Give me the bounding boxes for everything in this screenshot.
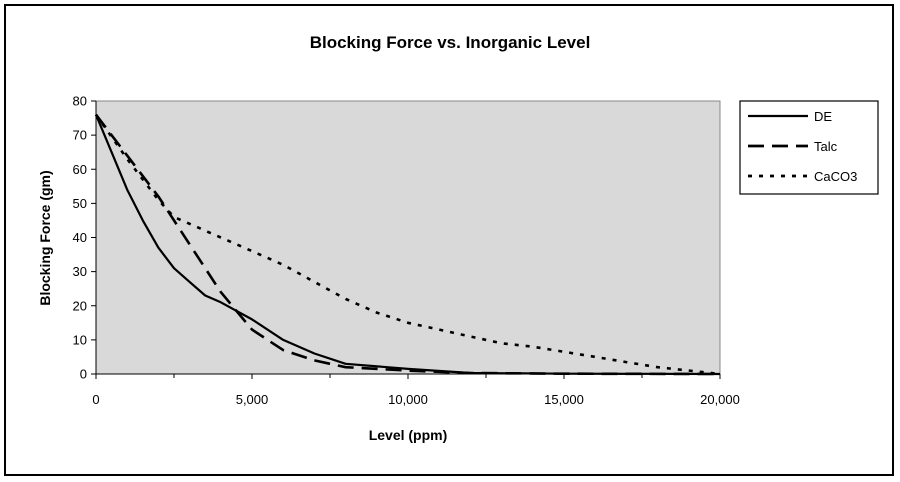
- x-axis-title: Level (ppm): [369, 427, 448, 443]
- legend-label-caco3: CaCO3: [814, 169, 857, 184]
- y-tick-label: 20: [73, 298, 87, 313]
- chart-title: Blocking Force vs. Inorganic Level: [310, 33, 591, 52]
- x-tick-label: 15,000: [544, 392, 584, 407]
- x-tick-label: 10,000: [388, 392, 428, 407]
- y-tick-label: 60: [73, 162, 87, 177]
- y-tick-label: 40: [73, 230, 87, 245]
- y-tick-label: 10: [73, 332, 87, 347]
- legend-label-talc: Talc: [814, 139, 838, 154]
- y-axis-title: Blocking Force (gm): [37, 170, 53, 305]
- series-line-de: [94, 114, 721, 376]
- x-tick-label: 5,000: [236, 392, 269, 407]
- y-tick-label: 30: [73, 264, 87, 279]
- x-tick-label: 0: [92, 392, 99, 407]
- legend: DE Talc CaCO3: [739, 100, 879, 195]
- x-tick-label: 20,000: [700, 392, 740, 407]
- plot-area: [95, 100, 721, 375]
- series-layer: [94, 113, 721, 376]
- axis-layer: 0 10 20 30 40 50 60 70 80 0 5,000 10,000 15,000 20,00…: [73, 94, 740, 408]
- y-tick-label: 80: [73, 94, 87, 109]
- y-tick-label: 70: [73, 128, 87, 143]
- legend-label-de: DE: [814, 109, 832, 124]
- series-line-talc: [94, 113, 721, 376]
- y-tick-label: 0: [80, 367, 87, 382]
- y-tick-label: 50: [73, 196, 87, 211]
